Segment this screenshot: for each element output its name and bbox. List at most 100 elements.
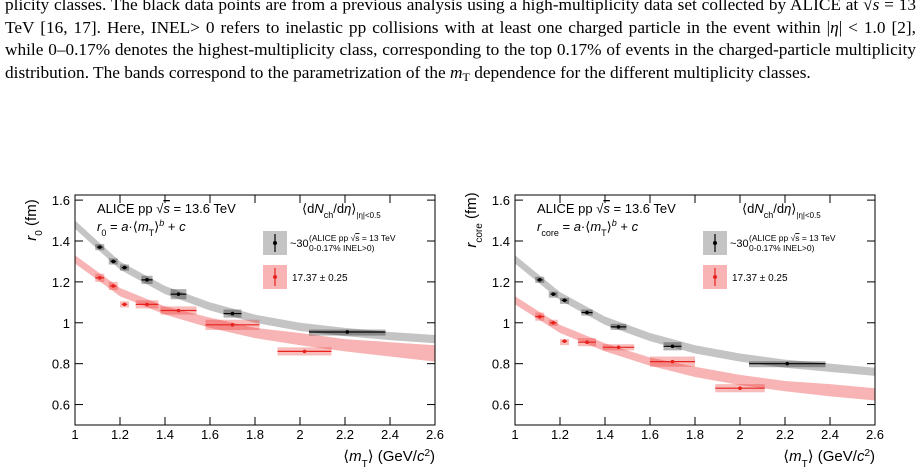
band <box>75 220 435 344</box>
text-part: √ <box>156 201 164 216</box>
text-part: ⟩ <box>154 219 159 234</box>
text-part: m <box>789 448 802 465</box>
experiment-label: ALICE pp √s = 13.6 TeV <box>97 201 236 216</box>
text-part: = 13 TeV <box>800 233 836 243</box>
band <box>515 296 875 401</box>
text-part: + <box>164 219 179 234</box>
text-part: m <box>138 219 149 234</box>
text-part: T <box>802 459 808 470</box>
text-part: T <box>601 228 607 238</box>
axes: 1 1.2 1.4 1.6 1.8 2 2.2 2.4 2.6 0.6 0.8 1 1.2 1.4 1.6 <box>52 193 444 442</box>
text-part: = <box>559 219 574 234</box>
text-part: 2 <box>864 448 870 459</box>
text-part: √ <box>791 233 796 243</box>
text: dependence for the different multiplicit… <box>469 62 811 82</box>
text-part: N <box>754 201 764 216</box>
axes: 1 1.2 1.4 1.6 1.8 2 2.2 2.4 2.6 0.6 0.8 1 1.2 1.4 1.6 <box>492 193 884 442</box>
x-tick-label: 2.4 <box>381 427 399 442</box>
text-part: 2 <box>424 448 430 459</box>
text-part: ⟩ (GeV/ <box>808 448 858 465</box>
text-part: (fm) <box>23 199 40 230</box>
x-tick-label: 2.2 <box>336 427 354 442</box>
text: plicity classes. The black data points a… <box>5 0 864 14</box>
data-point <box>122 265 127 270</box>
legend-note: (ALICE pp √s = 13 TeV <box>309 233 396 243</box>
paragraph: plicity classes. The black data points a… <box>5 0 916 84</box>
data-point <box>562 339 567 343</box>
x-tick-label: 1.2 <box>551 427 569 442</box>
x-tick-label: 2 <box>736 427 743 442</box>
y-tick-label: 0.8 <box>492 357 510 372</box>
x-tick-label: 1.6 <box>641 427 659 442</box>
text-part: s <box>603 201 610 216</box>
legend-note: 0-0.17% INEL>0) <box>309 243 375 253</box>
y-tick-label: 1.4 <box>52 234 70 249</box>
legend-marker <box>273 275 277 279</box>
text-part: |η|<0.5 <box>796 211 821 220</box>
text-part: ⟩ <box>607 219 612 234</box>
text-part: √ <box>596 201 604 216</box>
y-tick-label: 1.6 <box>52 193 70 208</box>
chart-panel: 1 1.2 1.4 1.6 1.8 2 2.2 2.4 2.60.60.811.21.41.6 … <box>23 193 444 470</box>
y-axis-label: rcore (fm) <box>463 192 485 247</box>
data-point <box>97 276 102 280</box>
text-part: √ <box>351 233 356 243</box>
text-part: + <box>617 219 632 234</box>
chart-panel: 1 1.2 1.4 1.6 1.8 2 2.2 2.4 2.60.60.811.21.41.6 … <box>463 192 884 470</box>
text-part: c <box>857 448 865 465</box>
text-part: ⟩ (GeV/ <box>368 448 418 465</box>
legend-note: 0-0.17% INEL>0) <box>749 243 815 253</box>
text-part: ch <box>324 210 334 220</box>
x-tick-label: 1.6 <box>201 427 219 442</box>
data-point <box>230 311 235 316</box>
text-part: r <box>537 219 542 234</box>
legend-label: ~30 <box>730 238 749 250</box>
text: η <box>830 17 839 37</box>
text-part: c <box>179 219 186 234</box>
data-point <box>537 278 542 282</box>
y-tick-label: 1.2 <box>52 275 70 290</box>
text-part: core <box>541 228 559 238</box>
data-point <box>537 314 542 319</box>
legend-marker <box>713 241 717 245</box>
y-tick-label: 1 <box>63 316 70 331</box>
text-part: ·⟨ <box>581 219 590 234</box>
x-tick-label: 1.2 <box>111 427 129 442</box>
legend-label: ~30 <box>290 238 309 250</box>
formula: rcore = a·⟨mT⟩b + c <box>537 218 639 238</box>
text-part: core <box>474 223 485 243</box>
x-axis-label: ⟨mT⟩ (GeV/c2) <box>783 448 875 470</box>
text-part: 0 <box>101 228 106 238</box>
legend-note: (ALICE pp √s = 13 TeV <box>749 233 836 243</box>
data-point <box>111 284 116 288</box>
experiment-label: ALICE pp √s = 13.6 TeV <box>537 201 676 216</box>
legend-label: 17.37 ± 0.25 <box>292 273 348 284</box>
text-part: c <box>632 219 639 234</box>
data-point <box>145 278 149 282</box>
band <box>75 255 435 362</box>
y-tick-label: 0.6 <box>52 398 70 413</box>
text-part: a <box>121 219 128 234</box>
text-part: ) <box>430 448 435 465</box>
data-point <box>122 302 127 307</box>
text-part: = 13.6 TeV <box>170 201 236 216</box>
text-part: T <box>362 459 368 470</box>
text-part: ALICE pp <box>537 201 596 216</box>
text-part: s <box>355 233 359 243</box>
text-part: = 13.6 TeV <box>610 201 676 216</box>
plot-data <box>515 255 875 401</box>
text-part: |η|<0.5 <box>356 211 381 220</box>
data-point <box>670 359 675 364</box>
text-part: ⟨ <box>783 448 789 465</box>
x-tick-label: 1.8 <box>686 427 704 442</box>
text-part: η <box>784 201 791 216</box>
text-part: ) <box>870 448 875 465</box>
text: m <box>450 62 463 82</box>
x-tick-label: 2.4 <box>821 427 839 442</box>
data-point <box>345 330 350 334</box>
text-part: s <box>795 233 799 243</box>
text-part: ⟨d <box>302 201 314 216</box>
data-point <box>97 245 102 249</box>
data-point <box>616 345 621 350</box>
